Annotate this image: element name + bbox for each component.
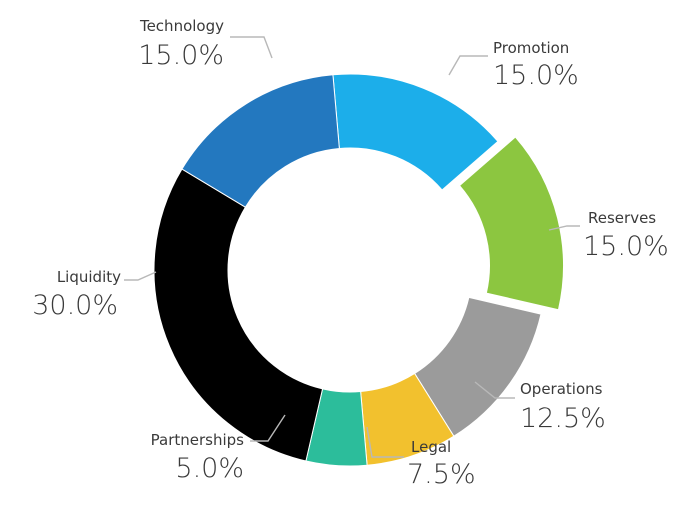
leader-line-promotion <box>448 55 488 76</box>
slice-percent-reserves: 15.0% <box>583 231 669 262</box>
slice-promotion <box>332 73 499 191</box>
slice-label-promotion: Promotion <box>493 39 569 57</box>
slice-label-liquidity: Liquidity <box>57 268 121 286</box>
slice-label-technology: Technology <box>139 17 224 35</box>
slices-group <box>153 73 564 467</box>
leader-line-technology <box>230 36 273 59</box>
slice-label-legal: Legal <box>411 438 451 456</box>
leader-line-reserves <box>548 225 580 231</box>
slice-percent-legal: 7.5% <box>407 459 476 490</box>
labels-group: Promotion 15.0% Reserves 15.0% Operations 12.… <box>32 17 669 490</box>
leader-line-legal <box>366 426 404 458</box>
slice-percent-operations: 12.5% <box>520 403 606 434</box>
leader-lines-group <box>124 36 580 458</box>
slice-label-reserves: Reserves <box>588 209 656 227</box>
slice-label-partnerships: Partnerships <box>151 431 245 449</box>
slice-technology <box>181 74 340 208</box>
slice-percent-partnerships: 5.0% <box>175 453 244 484</box>
slice-percent-liquidity: 30.0% <box>32 290 118 321</box>
slice-percent-technology: 15.0% <box>138 40 224 71</box>
slice-reserves <box>458 136 564 311</box>
leader-line-partnerships <box>250 414 286 442</box>
slice-percent-promotion: 15.0% <box>493 60 579 91</box>
leader-line-operations <box>474 381 515 399</box>
slice-liquidity <box>153 168 324 462</box>
slice-label-operations: Operations <box>520 380 603 398</box>
leader-line-liquidity <box>124 271 157 281</box>
